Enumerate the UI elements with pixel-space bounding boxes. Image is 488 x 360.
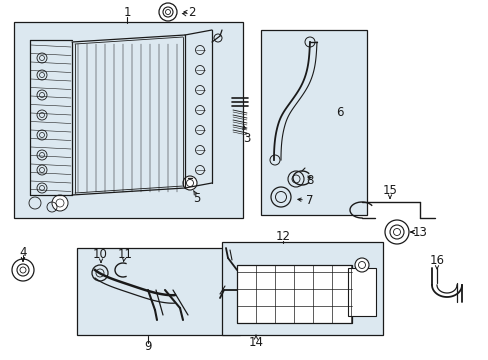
FancyBboxPatch shape: [261, 30, 366, 215]
Text: 8: 8: [305, 174, 313, 186]
FancyBboxPatch shape: [14, 22, 243, 218]
FancyBboxPatch shape: [222, 242, 382, 335]
Circle shape: [159, 3, 177, 21]
Text: 15: 15: [382, 184, 397, 197]
Circle shape: [389, 225, 403, 239]
Text: 14: 14: [248, 336, 263, 348]
Bar: [237, 265, 351, 323]
Text: 7: 7: [305, 194, 313, 207]
Text: 1: 1: [123, 5, 130, 18]
Text: 5: 5: [193, 192, 200, 204]
Circle shape: [183, 176, 197, 190]
Text: 11: 11: [117, 248, 132, 261]
Text: 3: 3: [243, 131, 250, 144]
Circle shape: [12, 259, 34, 281]
Circle shape: [163, 7, 173, 17]
Text: 4: 4: [19, 246, 27, 258]
Text: 13: 13: [412, 225, 427, 238]
FancyBboxPatch shape: [77, 248, 240, 335]
Text: 9: 9: [144, 341, 151, 354]
Circle shape: [52, 195, 68, 211]
Circle shape: [354, 258, 368, 272]
Text: 2: 2: [188, 5, 195, 18]
Circle shape: [17, 264, 29, 276]
Circle shape: [384, 220, 408, 244]
Text: 16: 16: [428, 253, 444, 266]
Text: 12: 12: [275, 230, 290, 243]
Text: 10: 10: [92, 248, 107, 261]
Bar: [347, 268, 375, 316]
Text: 6: 6: [336, 105, 343, 118]
